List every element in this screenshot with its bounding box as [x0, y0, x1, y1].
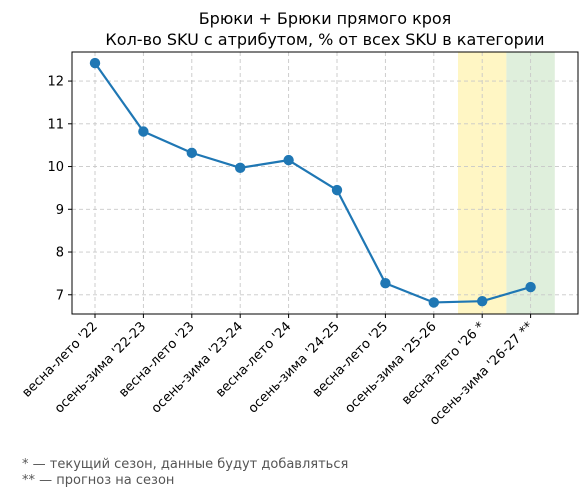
x-tick-label: осень-зима '23-24: [149, 319, 246, 416]
highlight-band-0: [458, 52, 507, 314]
y-tick-label: 12: [47, 75, 64, 90]
data-point: [89, 57, 101, 69]
x-tick-label: весна-лето '26 *: [399, 319, 488, 408]
y-tick-label: 7: [56, 288, 64, 303]
data-point: [186, 147, 197, 159]
data-point: [235, 162, 246, 174]
x-tick-label: осень-зима '24-25: [246, 319, 343, 416]
x-tick-label: осень-зима '22-23: [52, 319, 149, 416]
y-tick-label: 11: [47, 117, 64, 132]
highlight-bands: [458, 52, 555, 314]
footnote-current-season: * — текущий сезон, данные будут добавлят…: [22, 457, 349, 472]
y-tick-label: 9: [56, 203, 64, 218]
highlight-band-1: [506, 52, 555, 314]
data-point: [138, 126, 149, 137]
grid: [72, 52, 578, 314]
y-tick-label: 10: [47, 160, 64, 175]
series-layer: [89, 57, 536, 308]
data-point: [428, 297, 439, 308]
data-point: [525, 281, 536, 293]
series-line: [94, 62, 531, 304]
y-axis: 7 8 9 10 11 12: [47, 75, 72, 303]
x-tick-label: осень-зима '25-26: [342, 319, 439, 416]
chart-title: Брюки + Брюки прямого кроя: [199, 9, 452, 28]
data-point: [331, 184, 343, 196]
chart-subtitle: Кол-во SKU с атрибутом, % от всех SKU в …: [105, 30, 544, 49]
footnote-forecast: ** — прогноз на сезон: [22, 473, 175, 488]
y-tick-label: 8: [56, 246, 64, 261]
data-point: [283, 154, 294, 166]
plot-frame: [71, 51, 579, 315]
data-point: [477, 295, 488, 307]
data-point: [380, 278, 391, 289]
